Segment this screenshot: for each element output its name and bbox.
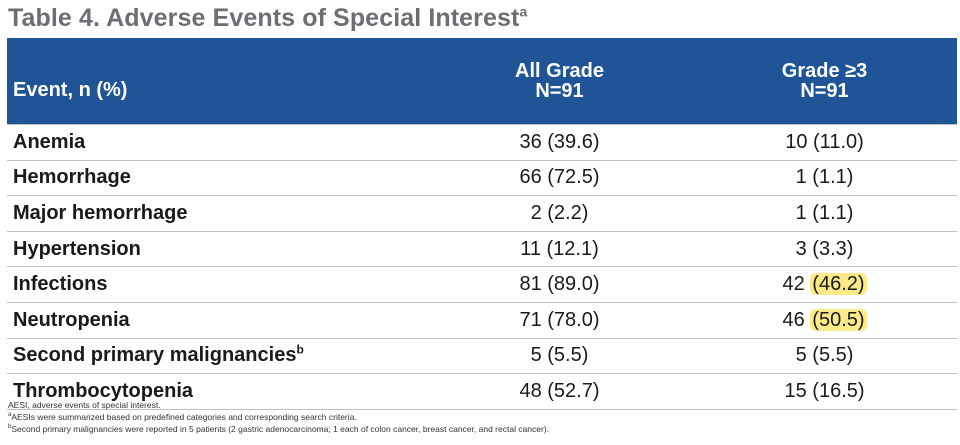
all-grade-cell: 48 (52.7): [427, 373, 692, 410]
title-footnote-marker: a: [519, 3, 528, 20]
table-row: Thrombocytopenia 48 (52.7) 15 (16.5): [7, 373, 957, 410]
grade3-label: Grade ≥3: [781, 60, 868, 82]
footnote-a: aAESIs were summarized based on predefin…: [8, 412, 357, 422]
table-row: Hemorrhage 66 (72.5) 1 (1.1): [7, 160, 957, 197]
grade3-cell: 10 (11.0): [692, 124, 957, 161]
adverse-events-table: Event, n (%) All Grade N=91 Grade ≥3 N=9…: [7, 38, 957, 410]
table-row: Major hemorrhage 2 (2.2) 1 (1.1): [7, 195, 957, 232]
table-row: Anemia 36 (39.6) 10 (11.0): [7, 124, 957, 161]
grade3-cell: 3 (3.3): [692, 231, 957, 268]
all-grade-cell: 2 (2.2): [427, 195, 692, 232]
event-cell: Second primary malignanciesb: [7, 338, 427, 375]
all-grade-cell: 81 (89.0): [427, 266, 692, 303]
highlighted-percent: (50.5): [810, 308, 867, 331]
event-cell: Anemia: [7, 124, 427, 161]
grade3-n: N=91: [800, 80, 849, 102]
event-cell: Hypertension: [7, 231, 427, 268]
grade3-cell: 1 (1.1): [692, 195, 957, 232]
all-grade-cell: 66 (72.5): [427, 160, 692, 197]
grade3-cell: 46 (50.5): [692, 302, 957, 339]
grade3-cell: 1 (1.1): [692, 160, 957, 197]
grade3-cell: 15 (16.5): [692, 373, 957, 410]
footnote-abbrev: AESI, adverse events of special interest…: [8, 400, 161, 410]
all-grade-label: All Grade: [515, 60, 604, 82]
table-row: Infections 81 (89.0) 42 (46.2): [7, 266, 957, 303]
table-title: Table 4. Adverse Events of Special Inter…: [8, 3, 528, 32]
all-grade-column-header: All Grade N=91: [427, 38, 692, 125]
table-row: Neutropenia 71 (78.0) 46 (50.5): [7, 302, 957, 339]
highlighted-percent: (46.2): [810, 273, 867, 296]
table-row: Hypertension 11 (12.1) 3 (3.3): [7, 231, 957, 268]
grade3-column-header: Grade ≥3 N=91: [692, 38, 957, 125]
table-row: Second primary malignanciesb 5 (5.5) 5 (…: [7, 338, 957, 375]
event-cell: Hemorrhage: [7, 160, 427, 197]
all-grade-n: N=91: [535, 80, 584, 102]
table-header: Event, n (%) All Grade N=91 Grade ≥3 N=9…: [7, 38, 957, 125]
event-cell: Major hemorrhage: [7, 195, 427, 232]
event-cell: Neutropenia: [7, 302, 427, 339]
all-grade-cell: 36 (39.6): [427, 124, 692, 161]
grade3-cell: 5 (5.5): [692, 338, 957, 375]
row-footnote-marker: b: [296, 342, 304, 357]
all-grade-cell: 71 (78.0): [427, 302, 692, 339]
event-column-header: Event, n (%): [13, 78, 128, 101]
event-cell: Thrombocytopenia: [7, 373, 427, 410]
all-grade-cell: 5 (5.5): [427, 338, 692, 375]
footnote-b: bSecond primary malignancies were report…: [8, 424, 550, 434]
grade3-cell: 42 (46.2): [692, 266, 957, 303]
event-cell: Infections: [7, 266, 427, 303]
all-grade-cell: 11 (12.1): [427, 231, 692, 268]
